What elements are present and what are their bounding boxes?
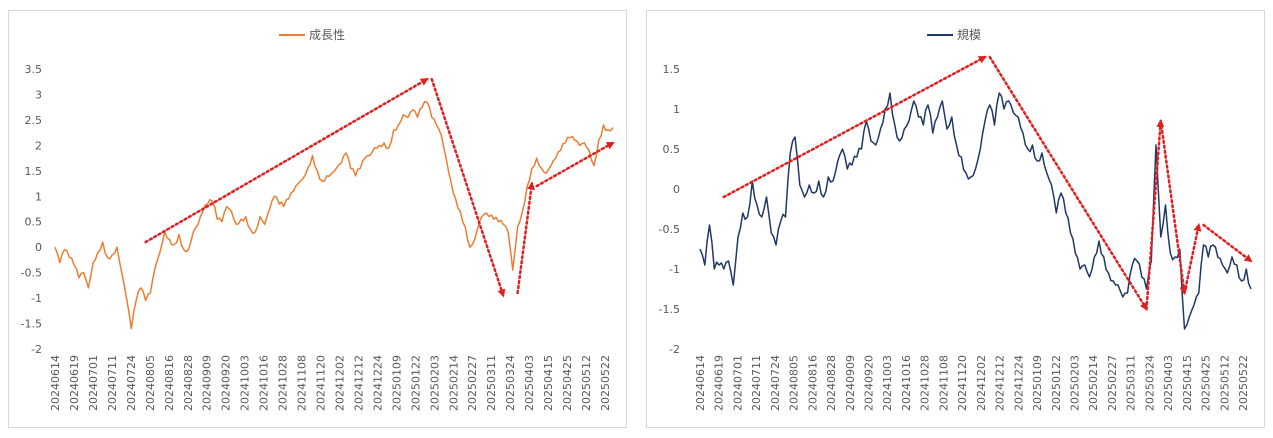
- chart-growth: 3.5 3 2.5 2 1.5 1 0.5 0 -0.5 -1 -1.5 -2 20240614 2024…: [8, 10, 627, 428]
- growth-xtick-label: 20240614: [49, 355, 62, 411]
- scale-xtick-label: 20250324: [1143, 355, 1156, 411]
- scale-xtick-label: 20240816: [806, 355, 819, 411]
- growth-xtick-label: 20241108: [296, 355, 309, 411]
- growth-xtick-label: 20241202: [333, 355, 346, 411]
- scale-ytick-label: 0.5: [663, 143, 681, 156]
- scale-trend-arrow: [988, 55, 1148, 311]
- scale-xtick-label: 20250109: [1031, 355, 1044, 411]
- growth-ytick-label: 1: [35, 190, 42, 203]
- scale-series-line: [699, 92, 1252, 330]
- growth-ytick-label: 0: [35, 241, 42, 254]
- growth-trend-arrow: [144, 77, 429, 244]
- scale-xtick-label: 20241120: [956, 355, 969, 411]
- scale-ytick-label: -1.5: [659, 303, 680, 316]
- scale-ytick-label: -0.5: [659, 223, 680, 236]
- growth-xtick-label: 20240909: [201, 355, 214, 411]
- scale-trend-arrow: [1183, 223, 1202, 295]
- scale-xtick-label: 20250214: [1087, 355, 1100, 411]
- scale-xtick-label: 20241028: [919, 355, 932, 411]
- scale-xtick-label: 20241224: [1012, 355, 1025, 411]
- growth-xtick-label: 20240724: [125, 355, 138, 411]
- scale-xtick-label: 20241108: [937, 355, 950, 411]
- growth-trend-arrow: [430, 77, 506, 298]
- scale-xtick-label: 20250415: [1181, 355, 1194, 411]
- growth-series-line: [54, 100, 614, 330]
- scale-xtick-label: 20240805: [788, 355, 801, 411]
- growth-xtick-label: 20250203: [428, 355, 441, 411]
- scale-xtick-label: 20250403: [1162, 355, 1175, 411]
- scale-xtick-label: 20241212: [994, 355, 1007, 411]
- scale-ytick-label: 1: [673, 103, 680, 116]
- scale-ytick-label: 1.5: [663, 63, 681, 76]
- scale-xtick-label: 20240711: [750, 355, 763, 411]
- growth-xtick-label: 20241212: [352, 355, 365, 411]
- growth-xtick-label: 20241120: [315, 355, 328, 411]
- scale-xtick-label: 20240828: [825, 355, 838, 411]
- scale-xtick-label: 20241202: [975, 355, 988, 411]
- scale-ytick-label: -2: [669, 343, 680, 356]
- chart-scale-canvas: 1.5 1 0.5 0 -0.5 -1 -1.5 -2 20240614 20240619 2024…: [659, 27, 1253, 411]
- growth-ytick-label: 0.5: [25, 216, 43, 229]
- scale-xtick-label: 20250425: [1200, 355, 1213, 411]
- growth-xtick-label: 20250324: [504, 355, 517, 411]
- growth-xtick-label: 20250403: [523, 355, 536, 411]
- scale-xtick-label: 20240701: [731, 355, 744, 411]
- growth-ytick-label: -1.5: [21, 318, 42, 331]
- growth-xtick-label: 20250512: [580, 355, 593, 411]
- growth-xtick-label: 20240816: [163, 355, 176, 411]
- scale-xtick-label: 20240909: [844, 355, 857, 411]
- scale-xtick-label: 20240619: [713, 355, 726, 411]
- growth-xtick-label: 20250415: [542, 355, 555, 411]
- scale-xtick-label: 20250203: [1068, 355, 1081, 411]
- scale-xtick-label: 20250227: [1106, 355, 1119, 411]
- chart-growth-canvas: 3.5 3 2.5 2 1.5 1 0.5 0 -0.5 -1 -1.5 -2 20240614 2024…: [21, 28, 615, 411]
- growth-ytick-label: -2: [31, 343, 42, 356]
- growth-xtick-label: 20250522: [599, 355, 612, 411]
- growth-ytick-label: -0.5: [21, 267, 42, 280]
- growth-trend-arrow: [535, 141, 615, 188]
- growth-xtick-label: 20240805: [144, 355, 157, 411]
- scale-legend-label: 規模: [957, 27, 981, 42]
- growth-xtick-label: 20250214: [447, 355, 460, 411]
- growth-xtick-label: 20241003: [239, 355, 252, 411]
- scale-trend-arrow: [1145, 119, 1165, 311]
- growth-xtick-label: 20240701: [87, 355, 100, 411]
- growth-ytick-label: 2: [35, 139, 42, 152]
- scale-xtick-label: 20241016: [900, 355, 913, 411]
- scale-trend-arrow: [1159, 119, 1188, 295]
- growth-xtick-label: 20240711: [106, 355, 119, 411]
- growth-ytick-label: 1.5: [25, 165, 43, 178]
- growth-ytick-label: 2.5: [25, 114, 43, 127]
- scale-ytick-label: 0: [673, 183, 680, 196]
- scale-xtick-label: 20240724: [769, 355, 782, 411]
- growth-legend-label: 成長性: [309, 28, 345, 42]
- growth-xtick-label: 20240920: [220, 355, 233, 411]
- chart-scale: 1.5 1 0.5 0 -0.5 -1 -1.5 -2 20240614 20240619 2024…: [646, 10, 1265, 428]
- scale-xtick-label: 20250122: [1050, 355, 1063, 411]
- scale-xtick-label: 20240614: [694, 355, 707, 411]
- growth-ytick-label: 3.5: [25, 63, 43, 76]
- scale-ytick-label: -1: [669, 263, 680, 276]
- growth-ytick-label: 3: [35, 88, 42, 101]
- growth-xtick-label: 20241016: [258, 355, 271, 411]
- growth-trend-arrow: [516, 181, 536, 295]
- growth-xtick-label: 20250109: [390, 355, 403, 411]
- scale-xtick-label: 20250522: [1237, 355, 1250, 411]
- growth-xtick-label: 20250425: [561, 355, 574, 411]
- scale-xtick-label: 20240920: [863, 355, 876, 411]
- growth-xtick-label: 20241028: [277, 355, 290, 411]
- scale-xtick-label: 20241003: [881, 355, 894, 411]
- scale-trend-arrow: [722, 55, 987, 199]
- growth-xtick-label: 20250227: [466, 355, 479, 411]
- growth-xtick-label: 20241224: [371, 355, 384, 411]
- growth-xtick-label: 20250122: [409, 355, 422, 411]
- growth-xtick-label: 20250311: [485, 355, 498, 411]
- scale-xtick-label: 20250512: [1218, 355, 1231, 411]
- growth-ytick-label: -1: [31, 292, 42, 305]
- scale-trend-arrow: [1202, 223, 1253, 263]
- growth-xtick-label: 20240828: [182, 355, 195, 411]
- growth-xtick-label: 20240619: [68, 355, 81, 411]
- scale-xtick-label: 20250311: [1125, 355, 1138, 411]
